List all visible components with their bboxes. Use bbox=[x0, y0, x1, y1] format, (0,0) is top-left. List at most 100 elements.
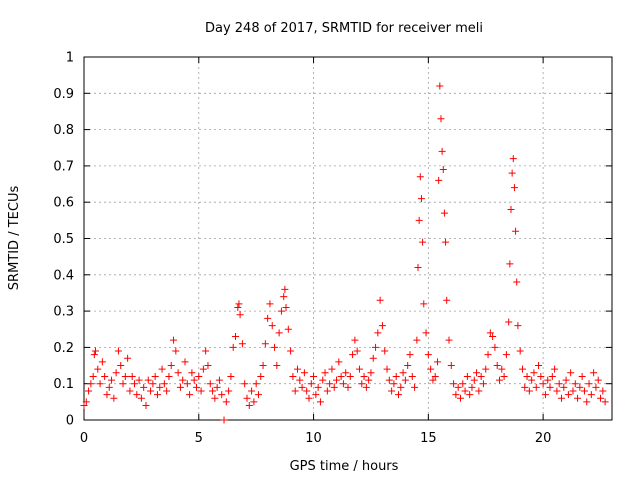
data-point bbox=[470, 376, 478, 384]
data-point bbox=[133, 391, 141, 399]
data-point bbox=[560, 383, 568, 391]
data-point bbox=[227, 372, 235, 380]
data-point bbox=[281, 285, 289, 293]
data-point bbox=[243, 394, 251, 402]
data-point bbox=[147, 387, 155, 395]
data-point bbox=[525, 387, 533, 395]
data-point bbox=[310, 372, 318, 380]
data-point bbox=[160, 380, 168, 388]
data-point bbox=[372, 343, 380, 351]
data-point bbox=[419, 238, 427, 246]
data-point bbox=[422, 329, 430, 337]
data-point bbox=[397, 383, 405, 391]
data-point bbox=[103, 391, 111, 399]
data-point bbox=[273, 362, 281, 370]
data-point bbox=[98, 358, 106, 366]
data-point bbox=[452, 391, 460, 399]
y-tick-label: 0.3 bbox=[53, 305, 74, 320]
data-point bbox=[381, 347, 389, 355]
data-point bbox=[126, 387, 134, 395]
y-tick-label: 1 bbox=[66, 51, 74, 66]
data-point bbox=[316, 398, 324, 406]
data-point bbox=[344, 383, 352, 391]
data-point bbox=[328, 365, 336, 373]
data-point bbox=[296, 376, 304, 384]
data-point bbox=[567, 369, 575, 377]
data-point bbox=[335, 358, 343, 366]
data-point bbox=[259, 362, 267, 370]
data-point bbox=[135, 376, 143, 384]
data-point bbox=[114, 347, 122, 355]
data-point bbox=[427, 365, 435, 373]
grid bbox=[84, 57, 612, 420]
data-point bbox=[544, 376, 552, 384]
data-point bbox=[420, 300, 428, 308]
data-point bbox=[514, 322, 522, 330]
data-point bbox=[234, 303, 242, 311]
data-point bbox=[349, 351, 357, 359]
data-point bbox=[215, 376, 223, 384]
data-point bbox=[392, 372, 400, 380]
data-point bbox=[105, 383, 113, 391]
data-point bbox=[440, 209, 448, 217]
data-point bbox=[436, 82, 444, 90]
data-point bbox=[365, 376, 373, 384]
data-point bbox=[248, 387, 256, 395]
data-point bbox=[360, 372, 368, 380]
data-point bbox=[555, 380, 563, 388]
y-axis-label: SRMTID / TECUs bbox=[7, 186, 22, 291]
data-point bbox=[601, 398, 609, 406]
data-point bbox=[411, 383, 419, 391]
data-point bbox=[266, 300, 274, 308]
data-point bbox=[468, 383, 476, 391]
data-point bbox=[439, 166, 447, 174]
data-point bbox=[293, 365, 301, 373]
data-point bbox=[450, 380, 458, 388]
data-point bbox=[121, 372, 129, 380]
ticks: 00.10.20.30.40.50.60.70.80.910 5 10 15 20 bbox=[53, 51, 612, 446]
data-point bbox=[170, 336, 178, 344]
data-point bbox=[562, 376, 570, 384]
data-point bbox=[351, 336, 359, 344]
data-point bbox=[399, 369, 407, 377]
x-tick-label: 15 bbox=[420, 431, 437, 446]
data-point bbox=[339, 380, 347, 388]
data-point bbox=[431, 372, 439, 380]
data-point bbox=[374, 329, 382, 337]
data-point bbox=[144, 376, 152, 384]
data-point bbox=[271, 343, 279, 351]
data-point bbox=[597, 394, 605, 402]
data-point bbox=[85, 387, 93, 395]
data-point bbox=[110, 394, 118, 402]
data-point bbox=[158, 365, 166, 373]
data-point bbox=[333, 376, 341, 384]
data-point bbox=[245, 401, 253, 409]
data-point bbox=[546, 383, 554, 391]
data-point bbox=[236, 311, 244, 319]
x-tick-label: 5 bbox=[195, 431, 203, 446]
data-point bbox=[429, 376, 437, 384]
data-point bbox=[300, 369, 308, 377]
data-point bbox=[342, 369, 350, 377]
data-point bbox=[307, 380, 315, 388]
data-point bbox=[291, 387, 299, 395]
x-tick-label: 20 bbox=[535, 431, 552, 446]
data-point bbox=[261, 340, 269, 348]
data-point bbox=[235, 300, 243, 308]
data-point bbox=[585, 380, 593, 388]
data-point bbox=[500, 372, 508, 380]
data-point bbox=[571, 380, 579, 388]
data-point bbox=[188, 369, 196, 377]
data-point bbox=[211, 394, 219, 402]
data-point bbox=[204, 362, 212, 370]
data-point bbox=[140, 383, 148, 391]
data-point bbox=[437, 115, 445, 123]
data-point bbox=[599, 387, 607, 395]
data-point bbox=[112, 369, 120, 377]
data-point bbox=[532, 383, 540, 391]
y-tick-label: 0.8 bbox=[53, 123, 74, 138]
data-point bbox=[583, 398, 591, 406]
data-point bbox=[369, 354, 377, 362]
data-point bbox=[438, 147, 446, 155]
data-point bbox=[486, 329, 494, 337]
